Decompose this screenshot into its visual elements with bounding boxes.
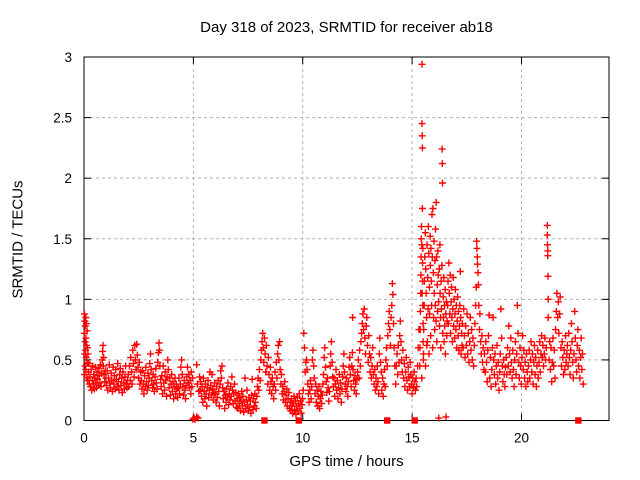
zero-marker-square bbox=[411, 417, 418, 424]
x-tick-label: 0 bbox=[80, 431, 88, 446]
x-tick-label: 5 bbox=[190, 431, 198, 446]
y-tick-label: 3 bbox=[64, 50, 72, 65]
x-tick-label: 20 bbox=[514, 431, 529, 446]
y-tick-label: 1 bbox=[64, 292, 72, 307]
y-tick-label: 0 bbox=[64, 414, 72, 429]
x-tick-label: 15 bbox=[405, 431, 420, 446]
zero-marker-square bbox=[575, 417, 582, 424]
y-tick-label: 1.5 bbox=[53, 232, 72, 247]
x-axis-label: GPS time / hours bbox=[289, 453, 404, 470]
y-tick-label: 2 bbox=[64, 171, 72, 186]
zero-marker-square bbox=[295, 417, 303, 424]
y-tick-label: 0.5 bbox=[53, 353, 72, 368]
x-tick-label: 10 bbox=[295, 431, 310, 446]
data-points-plus bbox=[80, 60, 587, 423]
chart-title: Day 318 of 2023, SRMTID for receiver ab1… bbox=[200, 19, 493, 36]
zero-marker-square bbox=[383, 417, 391, 424]
zero-marker-square bbox=[261, 417, 268, 424]
y-tick-label: 2.5 bbox=[53, 111, 72, 126]
